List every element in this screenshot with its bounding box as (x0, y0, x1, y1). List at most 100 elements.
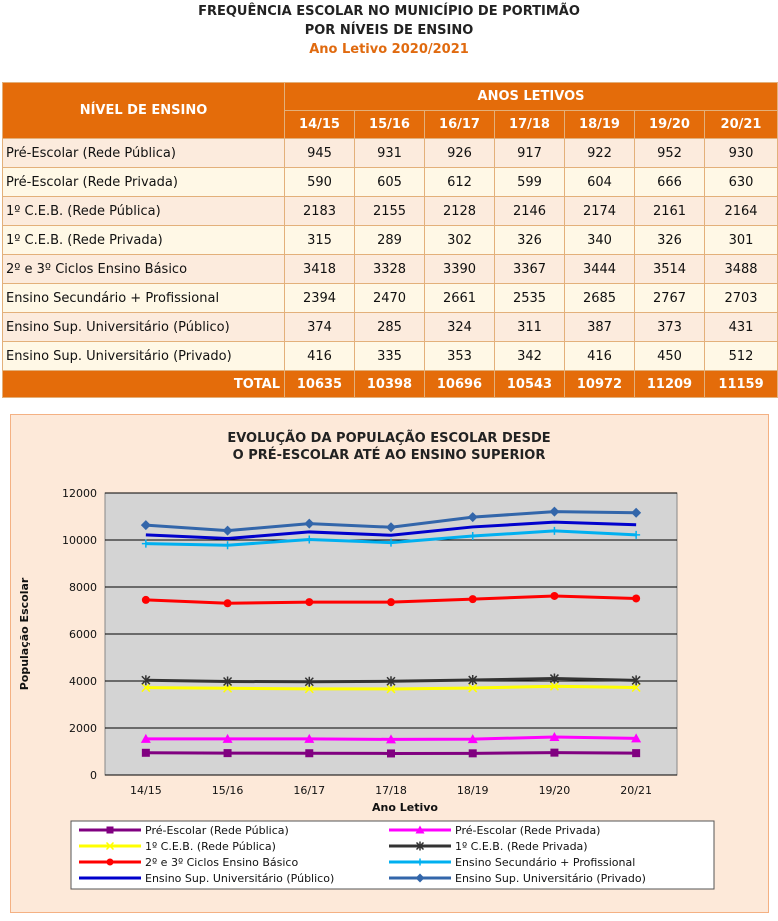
total-label: TOTAL (2, 370, 285, 398)
data-point (304, 518, 315, 529)
data-point (305, 749, 314, 758)
table-cell: 324 (424, 312, 495, 342)
table-cell: 373 (634, 312, 705, 342)
data-point (386, 676, 396, 687)
table-cell: 3444 (564, 254, 635, 284)
table-cell: 917 (494, 138, 565, 168)
data-point (305, 535, 314, 544)
year-header: 14/15 (284, 110, 355, 139)
table-cell: 604 (564, 167, 635, 197)
table-cell: 2146 (494, 196, 565, 226)
data-point (106, 858, 114, 866)
table-cell: 605 (354, 167, 425, 197)
table-cell: 431 (703, 312, 778, 342)
row-label: 2º e 3º Ciclos Ensino Básico (2, 254, 285, 284)
years-header: ANOS LETIVOS (283, 82, 778, 111)
data-point (632, 530, 641, 539)
table-cell: 945 (284, 138, 355, 168)
legend-item: 1º C.E.B. (Rede Privada) (389, 840, 588, 853)
table-cell: 599 (494, 167, 565, 197)
legend-item: Pré-Escolar (Rede Privada) (389, 824, 600, 837)
table-cell: 416 (564, 341, 635, 371)
data-point (550, 591, 559, 600)
table-cell: 289 (354, 225, 425, 255)
data-point (387, 749, 395, 758)
data-point (550, 748, 559, 757)
legend-label: 2º e 3º Ciclos Ensino Básico (145, 856, 298, 869)
table-row: Ensino Secundário + Profissional 2394 2470… (2, 283, 778, 313)
data-point (549, 731, 560, 741)
legend-item: 2º e 3º Ciclos Ensino Básico (79, 856, 298, 869)
table-cell: 302 (424, 225, 495, 255)
data-point (416, 858, 424, 866)
total-cell: 10696 (424, 370, 495, 398)
data-point (386, 522, 396, 533)
y-tick-label: 4000 (69, 675, 97, 688)
table-cell: 2161 (634, 196, 705, 226)
table-cell: 353 (424, 341, 495, 371)
table-cell: 926 (424, 138, 495, 168)
series-group (140, 506, 642, 536)
series-group (141, 681, 641, 694)
table-row: Ensino Sup. Universitário (Público) 374 28… (2, 312, 778, 342)
frequency-table: NÍVEL DE ENSINO ANOS LETIVOS 14/15 15/16 1… (2, 82, 778, 398)
table-cell: 3390 (424, 254, 495, 284)
legend-item: 1º C.E.B. (Rede Pública) (79, 840, 276, 853)
series-group (141, 526, 641, 550)
legend-label: 1º C.E.B. (Rede Pública) (145, 840, 276, 853)
title-line-1: FREQUÊNCIA ESCOLAR NO MUNICÍPIO DE PORTI… (198, 4, 580, 19)
table-cell: 3367 (494, 254, 565, 284)
data-point (415, 825, 425, 834)
table-cell: 374 (284, 312, 355, 342)
legend-label: Pré-Escolar (Rede Privada) (455, 824, 600, 837)
table-cell: 340 (564, 225, 635, 255)
legend-item: Pré-Escolar (Rede Pública) (79, 824, 289, 837)
series-line (145, 520, 637, 541)
page-titles: FREQUÊNCIA ESCOLAR NO MUNICÍPIO DE PORTI… (0, 2, 778, 59)
x-tick-label: 18/19 (457, 784, 489, 797)
data-point (632, 749, 641, 758)
data-point (223, 683, 233, 693)
data-point (387, 538, 395, 547)
data-point (549, 681, 559, 691)
data-point (631, 682, 641, 693)
table-cell: 2535 (494, 283, 565, 313)
table-cell: 2394 (284, 283, 355, 313)
legend-item: Ensino Sup. Universitário (Privado) (389, 872, 646, 885)
title-line-2: POR NÍVEIS DE ENSINO (304, 23, 474, 38)
table-cell: 387 (564, 312, 635, 342)
data-point (468, 683, 478, 693)
table-cell: 922 (564, 138, 635, 168)
table-cell: 2470 (354, 283, 425, 313)
row-label: Ensino Sup. Universitário (Público) (2, 312, 285, 342)
year-header: 18/19 (564, 110, 635, 139)
y-tick-label: 0 (90, 769, 97, 782)
row-label: Ensino Secundário + Profissional (2, 283, 285, 313)
table-cell: 416 (284, 341, 355, 371)
table-cell: 285 (354, 312, 425, 342)
data-point (468, 675, 478, 686)
data-point (141, 595, 150, 604)
x-tick-label: 14/15 (130, 784, 162, 797)
year-header: 19/20 (634, 110, 705, 139)
series-group (141, 673, 641, 687)
legend-label: Pré-Escolar (Rede Pública) (145, 824, 289, 837)
data-point (386, 684, 396, 694)
table-cell: 2174 (564, 196, 635, 226)
table-cell: 2164 (703, 196, 778, 226)
line-chart: EVOLUÇÃO DA POPULAÇÃO ESCOLAR DESDE O PR… (18, 430, 715, 890)
year-header: 17/18 (494, 110, 565, 139)
data-point (415, 841, 425, 851)
table-cell: 3488 (703, 254, 778, 284)
x-tick-label: 17/18 (375, 784, 407, 797)
row-label: Ensino Sup. Universitário (Privado) (2, 341, 285, 371)
data-point (415, 873, 425, 883)
table-cell: 2703 (703, 283, 778, 313)
data-point (631, 507, 642, 518)
row-label: 1º C.E.B. (Rede Pública) (2, 196, 285, 226)
total-cell: 11159 (703, 370, 778, 398)
table-cell: 3514 (634, 254, 705, 284)
y-tick-label: 6000 (69, 628, 97, 641)
table-cell: 311 (494, 312, 565, 342)
x-tick-label: 20/21 (620, 784, 652, 797)
